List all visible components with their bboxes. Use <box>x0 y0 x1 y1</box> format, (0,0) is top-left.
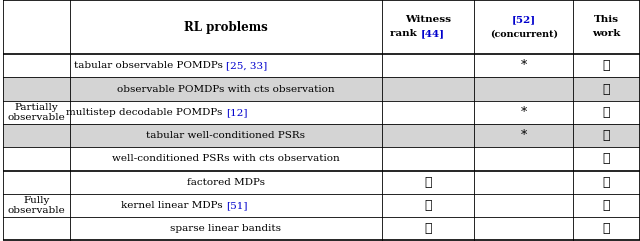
Text: multistep decodable POMDPs: multistep decodable POMDPs <box>66 108 226 117</box>
Text: RL problems: RL problems <box>184 21 268 33</box>
Text: ✓: ✓ <box>603 83 611 96</box>
Text: ✓: ✓ <box>424 199 432 212</box>
Text: *: * <box>520 59 527 72</box>
Bar <box>3 217 640 240</box>
Bar <box>3 77 640 101</box>
Bar <box>3 0 640 54</box>
Bar <box>3 54 640 78</box>
Text: kernel linear MDPs: kernel linear MDPs <box>121 201 226 210</box>
Text: ✓: ✓ <box>603 222 611 235</box>
Text: [25, 33]: [25, 33] <box>226 61 267 70</box>
Text: ✓: ✓ <box>603 176 611 189</box>
Text: factored MDPs: factored MDPs <box>187 178 265 187</box>
Text: observable POMDPs with cts observation: observable POMDPs with cts observation <box>117 85 335 94</box>
Text: [12]: [12] <box>226 108 247 117</box>
Text: (concurrent): (concurrent) <box>490 29 557 38</box>
Text: well-conditioned PSRs with cts observation: well-conditioned PSRs with cts observati… <box>112 154 340 163</box>
Text: Fully
observable: Fully observable <box>8 196 65 215</box>
Text: Witness: Witness <box>405 15 451 24</box>
Text: [44]: [44] <box>420 29 445 38</box>
Text: *: * <box>520 106 527 119</box>
Text: sparse linear bandits: sparse linear bandits <box>170 224 282 233</box>
Bar <box>3 147 640 171</box>
Text: tabular observable POMDPs: tabular observable POMDPs <box>74 61 226 70</box>
Bar <box>3 101 640 124</box>
Text: ✓: ✓ <box>424 222 432 235</box>
Text: ✓: ✓ <box>603 59 611 72</box>
Text: This: This <box>594 15 619 24</box>
Text: ✓: ✓ <box>424 176 432 189</box>
Text: [51]: [51] <box>226 201 247 210</box>
Text: ✓: ✓ <box>603 129 611 142</box>
Text: work: work <box>593 29 621 38</box>
Text: ✓: ✓ <box>603 199 611 212</box>
Text: tabular well-conditioned PSRs: tabular well-conditioned PSRs <box>147 131 305 140</box>
Text: ✓: ✓ <box>603 106 611 119</box>
Text: Partially
observable: Partially observable <box>8 103 65 122</box>
Bar <box>3 124 640 147</box>
Text: *: * <box>520 129 527 142</box>
Bar <box>3 171 640 194</box>
Text: rank: rank <box>390 29 420 38</box>
Text: ✓: ✓ <box>603 152 611 165</box>
Bar <box>3 194 640 217</box>
Text: [52]: [52] <box>511 15 536 24</box>
